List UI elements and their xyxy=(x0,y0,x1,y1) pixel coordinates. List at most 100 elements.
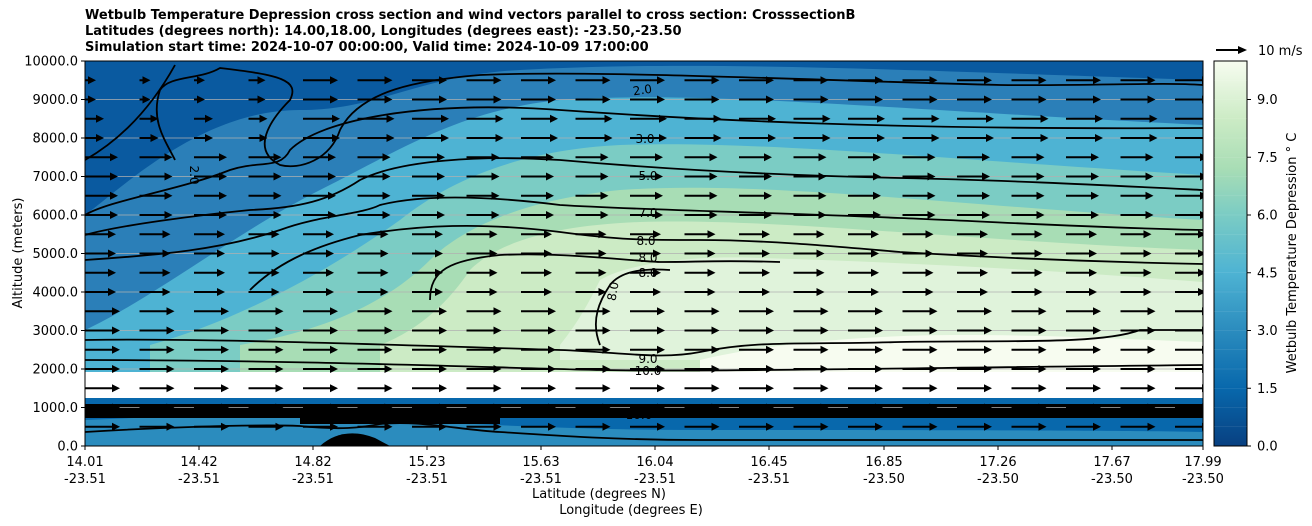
y-axis: 0.0 1000.0 2000.0 3000.0 4000.0 5000.0 6000.0 7… xyxy=(24,55,85,455)
wind-vector-head xyxy=(108,268,116,277)
wind-vector-head xyxy=(653,230,661,239)
wind-vector-head xyxy=(984,326,992,335)
wind-vector-head xyxy=(1091,153,1099,162)
wind-vector-head xyxy=(380,268,389,277)
wind-vector-head xyxy=(602,345,611,354)
wind-vector-head xyxy=(435,230,443,239)
wind-vector-head xyxy=(491,211,500,219)
wind-vector-head xyxy=(221,422,229,431)
wind-vector-head xyxy=(766,307,774,316)
wind-vector-head xyxy=(548,95,556,104)
wind-vector-head xyxy=(259,134,268,142)
wind-vector-head xyxy=(1038,307,1047,316)
wind-vector-head xyxy=(437,191,445,200)
wind-vector-head xyxy=(330,345,338,354)
wind-vector-head xyxy=(326,268,334,277)
wind-vector-head xyxy=(709,153,718,162)
wind-vector-head xyxy=(820,365,829,373)
wind-vector-head xyxy=(435,288,443,296)
wind-vector-head xyxy=(929,365,938,373)
wind-vector-head xyxy=(1034,249,1043,258)
wind-vector-head xyxy=(384,384,393,393)
wind-vector-head xyxy=(257,95,266,104)
x-tick-lat: 16.45 xyxy=(750,455,787,470)
wind-vector-head xyxy=(877,114,885,123)
wind-vector-head xyxy=(271,268,280,277)
wind-vector-head xyxy=(1145,211,1154,219)
wind-vector-head xyxy=(602,95,611,104)
wind-vector-head xyxy=(1147,76,1156,85)
wind-vector-head xyxy=(929,326,938,335)
wind-vector-head xyxy=(1147,326,1156,335)
wind-vector-head xyxy=(257,76,266,85)
wind-vector-head xyxy=(275,345,284,354)
wind-vector-head xyxy=(602,307,611,316)
wind-vector-head xyxy=(493,307,502,316)
wind-vector-head xyxy=(984,95,992,104)
contour-label: 8.0 xyxy=(605,281,622,302)
wind-vector-head xyxy=(816,268,825,277)
wind-vector-head xyxy=(544,230,552,239)
wind-vector-head xyxy=(871,268,879,277)
wind-vector-head xyxy=(1038,384,1047,393)
wind-vector-head xyxy=(1034,268,1043,277)
wind-vector-head xyxy=(493,384,502,393)
wind-vector-head xyxy=(164,191,173,200)
x-tick-lon: -23.50 xyxy=(1182,472,1224,487)
wind-vector-head xyxy=(602,326,611,335)
x-tick-lon: -23.51 xyxy=(292,472,334,487)
y-tick-label: 6000.0 xyxy=(33,209,79,224)
wind-vector-head xyxy=(495,134,504,142)
contour-line-3 xyxy=(85,106,1203,216)
x-tick-lat: 17.99 xyxy=(1184,455,1221,470)
wind-vector-head xyxy=(1038,422,1047,431)
wind-vector-head xyxy=(166,345,175,354)
wind-vector-head xyxy=(657,76,665,85)
wind-vector-head xyxy=(873,153,881,162)
wind-vector-head xyxy=(1089,288,1097,296)
wind-vector-head xyxy=(546,153,554,162)
contour-label: 10.0 xyxy=(635,364,662,378)
wind-vector-head xyxy=(112,384,120,393)
colorbar-label: Wetbulb Temperature Depression ° C xyxy=(1285,133,1300,374)
wind-vector-head xyxy=(271,249,280,258)
wind-vector-head xyxy=(929,384,938,393)
wind-vector-head xyxy=(382,191,391,200)
wind-vector-head xyxy=(380,230,389,239)
wind-vector-head xyxy=(166,326,175,335)
wind-vector-head xyxy=(1093,76,1101,85)
wind-vector-head xyxy=(1198,268,1203,277)
wind-vector-head xyxy=(1149,134,1158,142)
wind-vector-head xyxy=(877,134,885,142)
wind-vector-head xyxy=(762,288,770,296)
wind-vector-head xyxy=(1147,345,1156,354)
wind-vector-head xyxy=(275,326,284,335)
x-tick-lat: 15.63 xyxy=(522,455,559,470)
wind-vector-head xyxy=(1145,191,1154,200)
wind-vector-head xyxy=(382,153,391,162)
y-tick-label: 10000.0 xyxy=(24,55,78,70)
wind-vector-head xyxy=(441,134,449,142)
contour-label: 9.0 xyxy=(638,352,657,366)
wind-vector-head xyxy=(439,307,447,316)
wind-vector-head xyxy=(491,172,500,181)
wind-vector-head xyxy=(707,268,716,277)
wind-vector-head xyxy=(1147,403,1156,412)
wind-vector-head xyxy=(604,114,613,123)
wind-vector-head xyxy=(766,95,774,104)
wind-vector-head xyxy=(1093,365,1101,373)
wind-vector-head xyxy=(142,95,151,104)
wind-vector-head xyxy=(219,153,227,162)
wind-vector-head xyxy=(162,249,171,258)
wind-vector-head xyxy=(931,114,940,123)
y-tick-label: 5000.0 xyxy=(33,247,79,262)
y-tick-label: 0.0 xyxy=(57,440,78,455)
y-tick-label: 7000.0 xyxy=(33,170,79,185)
wind-vector-head xyxy=(166,365,175,373)
contour-line-10 xyxy=(85,359,1203,372)
wind-vector-head xyxy=(112,422,120,431)
contour-line-5 xyxy=(85,157,1203,236)
wind-vector-head xyxy=(929,422,938,431)
wind-vector-head xyxy=(818,172,827,181)
wind-vector-head xyxy=(766,422,774,431)
